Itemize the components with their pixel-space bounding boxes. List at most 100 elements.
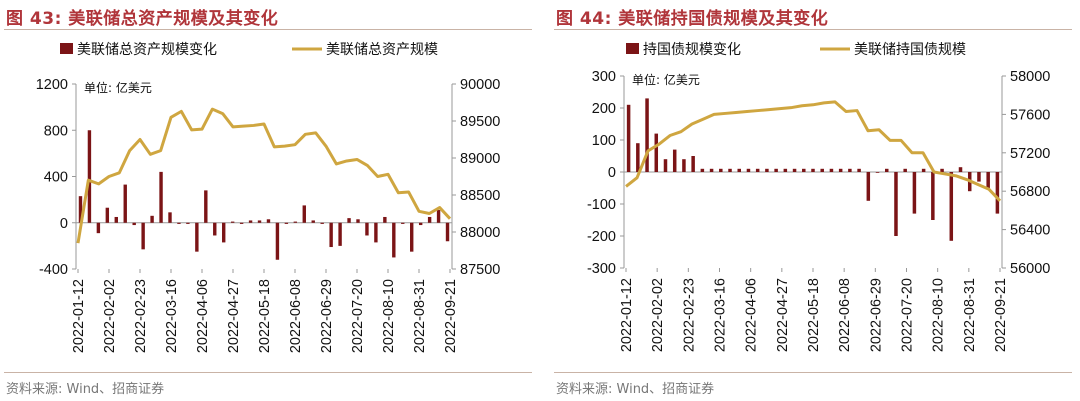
y-right-tick-label: 90000: [460, 77, 500, 93]
y-left-tick-label: 100: [592, 133, 616, 149]
bar: [150, 215, 154, 223]
bar: [672, 149, 677, 172]
x-tick-label: 2022-03-16: [713, 278, 729, 352]
bar: [374, 222, 378, 243]
bar: [105, 207, 110, 223]
bar: [383, 216, 387, 223]
bar: [737, 168, 741, 172]
y-left-tick-label: -100: [587, 197, 616, 213]
source-note: 资料来源: Wind、招商证券: [6, 382, 165, 397]
y-right-tick-label: 88000: [460, 225, 500, 241]
source-divider: [554, 372, 1072, 373]
bar: [436, 210, 441, 223]
y-left-tick-label: 400: [44, 170, 68, 186]
bar: [866, 172, 871, 201]
bar: [329, 222, 333, 248]
y-right-tick-label: 56000: [1010, 261, 1050, 277]
x-tick-label: 2022-08-10: [381, 279, 397, 353]
series-line: [625, 100, 1002, 202]
series-line: [76, 107, 452, 244]
bar: [365, 222, 369, 236]
bar: [159, 171, 163, 223]
bar: [230, 221, 235, 223]
y-right-tick-label: 56800: [1010, 184, 1050, 200]
bar: [248, 220, 253, 223]
y-left-tick-label: 300: [592, 69, 616, 85]
bar: [802, 168, 806, 172]
bar: [654, 133, 659, 172]
bar: [691, 156, 695, 172]
bar: [949, 172, 954, 241]
bar: [132, 222, 136, 226]
title-divider: [554, 29, 1072, 30]
bar: [977, 172, 981, 182]
bar: [392, 222, 396, 258]
legend-label: 美联储总资产规模: [326, 42, 438, 58]
bar: [958, 167, 963, 172]
bar: [222, 222, 226, 243]
chart-panel-treasuries: 图 44: 美联储持国债规模及其变化 -300 -200 -100 0 100 200 30…: [550, 0, 1080, 401]
bar: [728, 168, 732, 172]
bar: [921, 168, 926, 172]
y-right-tick-label: 56400: [1010, 223, 1050, 239]
bar: [266, 219, 271, 223]
x-tick-label: 2022-06-29: [868, 278, 884, 352]
legend-bar-swatch: [626, 43, 639, 54]
bar: [709, 168, 714, 172]
x-tick-label: 2022-09-21: [993, 278, 1009, 352]
y-right-tick-label: 89000: [460, 151, 500, 167]
y-left-tick-label: 0: [60, 216, 68, 232]
x-tick-label: 2022-08-10: [931, 278, 947, 352]
bar: [931, 172, 935, 220]
x-tick-label: 2022-06-29: [319, 279, 335, 353]
unit-label: 单位: 亿美元: [84, 80, 152, 95]
source-note: 资料来源: Wind、招商证券: [556, 382, 715, 397]
bar: [141, 222, 145, 250]
y-right-tick-label: 87500: [460, 262, 500, 278]
bar: [347, 218, 351, 223]
x-tick-label: 2022-06-08: [288, 279, 304, 353]
bar: [338, 222, 342, 246]
bar: [912, 172, 917, 214]
bar: [87, 130, 92, 223]
bar: [626, 104, 631, 172]
bar: [765, 168, 769, 172]
bar: [177, 222, 181, 224]
x-tick-label: 2022-07-20: [900, 278, 916, 352]
bar: [257, 220, 262, 223]
bar: [848, 168, 852, 172]
bar: [811, 168, 815, 172]
x-tick-label: 2022-02-23: [133, 279, 149, 353]
bar: [204, 190, 208, 223]
bar: [213, 222, 217, 236]
bar: [663, 159, 668, 172]
bar: [78, 196, 83, 223]
bar: [645, 98, 649, 172]
bar: [792, 168, 797, 172]
bar: [114, 216, 118, 223]
x-tick-label: 2022-04-27: [775, 278, 791, 352]
bar: [445, 222, 450, 242]
y-left-tick-label: 800: [44, 123, 68, 139]
y-left-tick-label: 0: [608, 165, 616, 181]
bar: [320, 222, 324, 224]
bar: [636, 143, 640, 172]
bar: [700, 168, 705, 172]
unit-label: 单位: 亿美元: [632, 72, 700, 87]
bar: [774, 168, 778, 172]
y-left-tick-label: 1200: [36, 77, 68, 93]
chart-panel-assets: 图 43: 美联储总资产规模及其变化 -400 0 400 800 1200 87500 8…: [4, 9, 532, 397]
bar: [885, 168, 889, 172]
bar: [401, 222, 405, 224]
bar: [838, 168, 843, 172]
bar: [195, 222, 199, 252]
x-tick-label: 2022-02-02: [650, 278, 666, 352]
y-right-tick-label: 88500: [460, 188, 500, 204]
bar: [857, 168, 861, 172]
bar: [186, 222, 190, 224]
chart-canvas: -300 -200 -100 0 100 200 300 56000 56400 56800 572…: [587, 42, 1050, 352]
bar: [410, 222, 414, 252]
y-left-tick-label: -400: [39, 262, 68, 278]
x-tick-label: 2022-08-31: [962, 278, 978, 352]
bar: [239, 222, 244, 224]
